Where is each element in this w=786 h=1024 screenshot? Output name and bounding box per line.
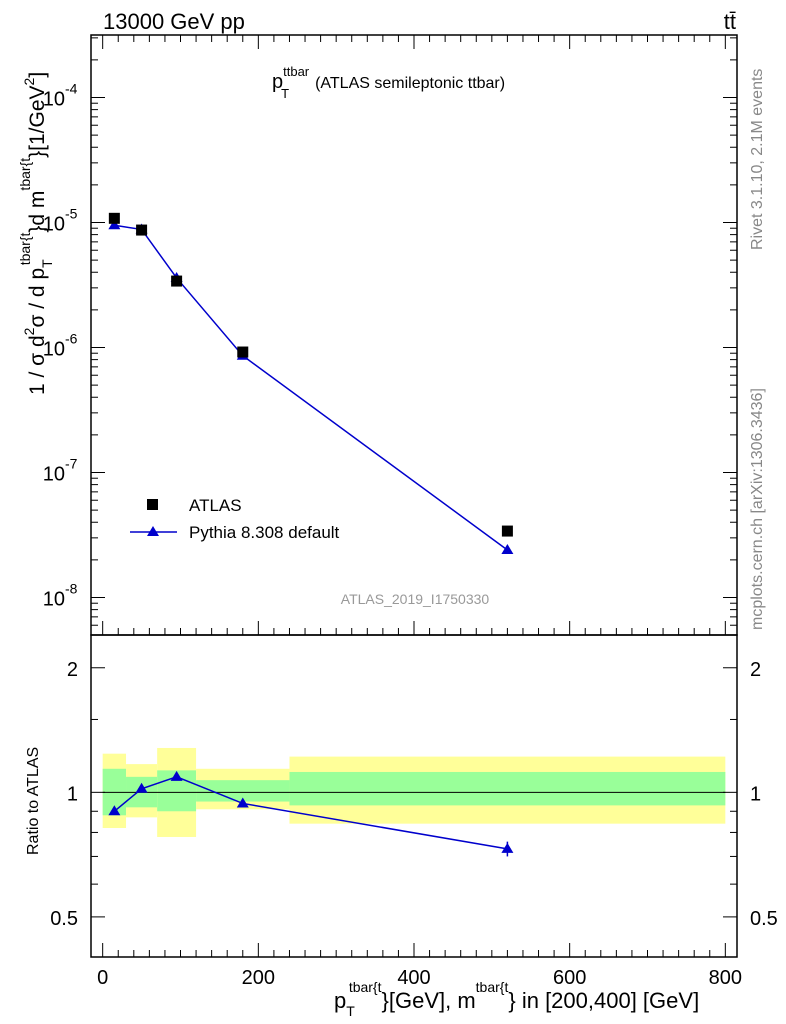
x-tick-label: 400 [397,967,430,989]
legend-pythia-marker [147,526,159,536]
atlas-point [136,224,148,236]
ratio-y-tick-label-right: 2 [750,659,761,681]
pythia-series-line [114,224,508,551]
y-tick-label: 10 [43,214,65,236]
ylabel-sub: T [39,259,55,268]
green-band [289,771,726,806]
ratio-y-tick-label-right: 0.5 [750,908,778,930]
y-tick-exponent: -6 [65,331,78,347]
main-plot-content [108,212,514,554]
main-y-label: 1 / σ d2σ / d pTtbar{t}d mtbar{t}[1/GeV2… [17,72,55,395]
pythia-ratio-point [236,797,249,808]
legend-atlas-marker [147,499,158,510]
ylabel-sup3: tbar{t [17,158,33,191]
pythia-ratio-point [170,770,183,781]
xlabel-sup1: tbar{t [349,979,382,995]
ylabel-close: ] [26,72,49,78]
main-axis-ticks: 10-810-710-610-510-4 [43,35,737,635]
legend-atlas-label: ATLAS [189,496,242,515]
process-label: tt̄ [724,9,736,34]
atlas-point [171,275,183,287]
ratio-y-tick-label-right: 1 [750,783,761,805]
legend-pythia-label: Pythia 8.308 default [189,523,340,542]
y-tick-exponent: -4 [65,81,78,97]
xlabel-p: p [334,988,346,1013]
ratio-y-tick-label: 0.5 [50,908,78,930]
main-title-sub: T [281,86,289,101]
x-axis-label: pTtbar{t}[GeV], mtbar{t} in [200,400] [G… [334,979,699,1019]
main-title-p: p [272,71,283,93]
main-frame [90,34,738,636]
analysis-watermark: ATLAS_2019_I1750330 [341,591,490,607]
x-tick-label: 800 [709,967,742,989]
ratio-panel: 0.5 0.5 1 1 2 2 0 200 400 600 800 Ratio to ATLAS p… [25,634,778,1019]
ylabel-sup1: 2 [21,327,37,335]
pythia-ratio-point [108,805,121,816]
y-tick-exponent: -7 [65,456,78,472]
pythia-ratio-point [135,782,148,793]
y-tick-exponent: -5 [65,206,78,222]
atlas-point [108,212,120,224]
rivet-version-label: Rivet 3.1.10, 2.1M events [749,69,766,250]
y-tick-label: 10 [43,464,65,486]
x-tick-label: 200 [242,967,275,989]
main-title: pttbar T (ATLAS semileptonic ttbar) [272,64,505,101]
x-tick-label: 0 [97,967,108,989]
main-title-rest: (ATLAS semileptonic ttbar) [315,75,505,92]
ratio-y-tick-label: 2 [67,659,78,681]
green-band [196,780,290,802]
energy-label: 13000 GeV pp [103,9,245,34]
xlabel-sup2: tbar{t [476,979,509,995]
ratio-axis-ticks: 0.5 0.5 1 1 2 2 0 200 400 600 800 [50,659,778,989]
main-panel: 10-810-710-610-510-4 pttbar T(ATLAS semil… [17,34,738,636]
xlabel-mid: }[GeV], m [382,988,476,1013]
y-tick-label: 10 [43,89,65,111]
xlabel-end: } in [200,400] [GeV] [508,988,699,1013]
ylabel-part4: }[1/GeV [26,85,49,157]
pythia-point [108,219,121,230]
y-tick-exponent: -8 [65,581,78,597]
y-tick-label: 10 [43,339,65,361]
mcplots-label: mcplots.cern.ch [arXiv:1306.3436] [749,388,766,630]
atlas-point [237,346,249,358]
ratio-y-tick-label: 1 [67,783,78,805]
ylabel-sup2: tbar{t [17,232,33,265]
ratio-y-label: Ratio to ATLAS [25,747,42,855]
ratio-plot-content [102,747,726,857]
legend: ATLAS Pythia 8.308 default [130,496,340,542]
main-title-sup: ttbar [283,64,310,79]
atlas-point [501,525,513,537]
pythia-ratio-point [501,842,514,853]
xlabel-sub: T [346,1003,355,1019]
pythia-point [501,543,514,554]
ylabel-part1: 1 / σ d [26,335,49,395]
ylabel-part2: σ / d p [26,268,49,328]
ylabel-part3: }d m [26,191,49,233]
y-tick-label: 10 [43,589,65,611]
x-tick-label: 600 [553,967,586,989]
ylabel-sup4: 2 [21,77,37,85]
